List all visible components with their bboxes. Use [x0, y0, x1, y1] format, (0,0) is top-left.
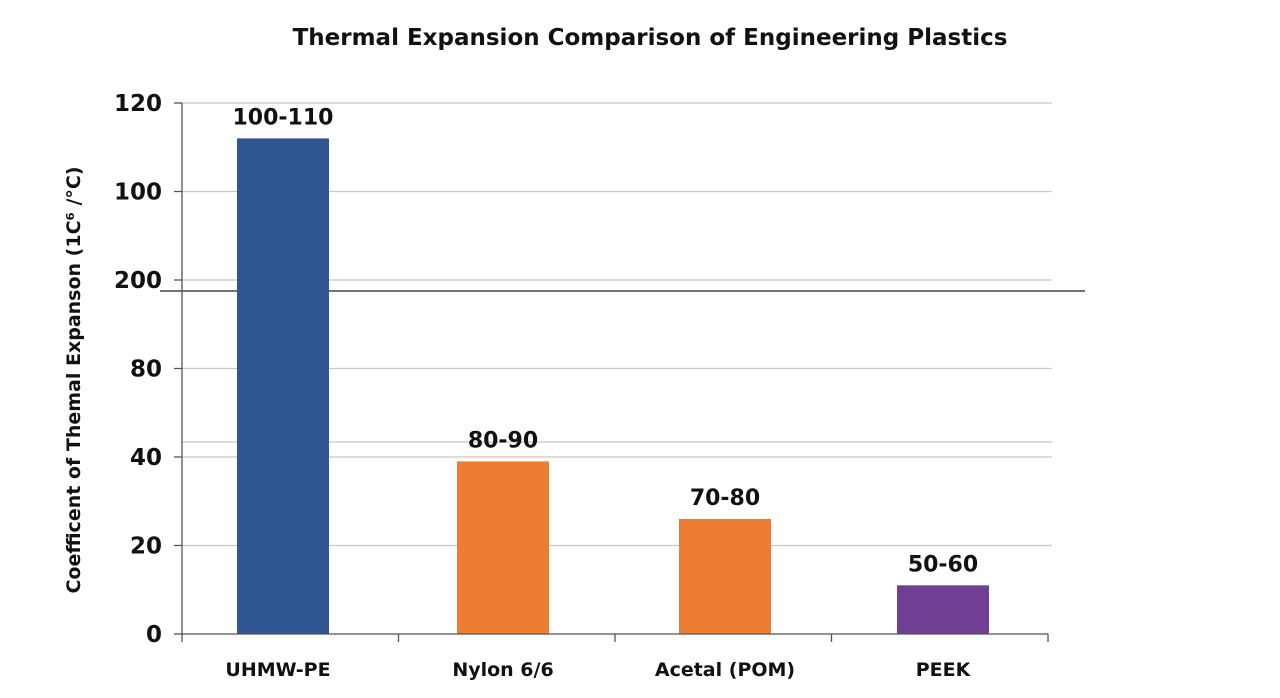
x-tick-label: UHMW-PE [225, 659, 330, 681]
x-tick-label: Nylon 6/6 [452, 659, 553, 681]
labels: 0 20 40 80 200 100 120 100-110 UHMW-PE 80-90 Nylon… [114, 91, 978, 681]
y-tick-label: 0 [146, 622, 162, 648]
axes [174, 102, 1049, 642]
y-tick-label: 80 [130, 357, 162, 383]
y-tick-label: 200 [114, 268, 162, 294]
x-tick-label: PEEK [916, 659, 972, 681]
y-tick-label: 40 [130, 445, 162, 471]
bars [237, 138, 989, 634]
bar [897, 585, 989, 634]
bar [679, 518, 771, 634]
chart-title: Thermal Expansion Comparison of Engineer… [293, 25, 1008, 51]
y-axis-label: Coefficent of Themal Expanson (1C⁶ /°C) [63, 166, 85, 593]
data-label: 80-90 [468, 428, 538, 453]
data-label: 100-110 [233, 105, 334, 130]
y-tick-label: 20 [130, 534, 162, 560]
data-label: 70-80 [690, 486, 760, 511]
y-tick-label: 100 [114, 180, 162, 206]
bar [457, 461, 549, 634]
data-label: 50-60 [908, 552, 978, 577]
bar [237, 138, 329, 634]
y-tick-label: 120 [114, 91, 162, 117]
x-tick-label: Acetal (POM) [655, 659, 795, 681]
